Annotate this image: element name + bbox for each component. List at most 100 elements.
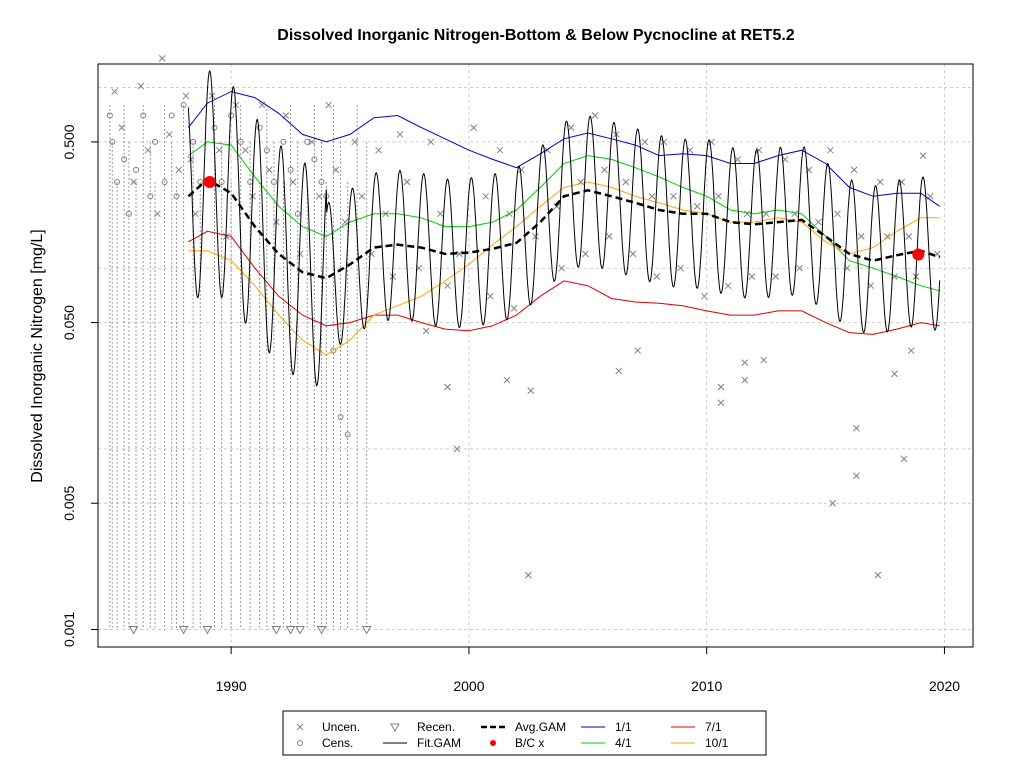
uncensored-point bbox=[315, 192, 323, 200]
uncensored-point bbox=[437, 210, 444, 218]
data-points bbox=[106, 55, 941, 635]
legend-item: Avg.GAM bbox=[481, 720, 566, 734]
censored-point bbox=[133, 166, 140, 173]
censored-point bbox=[263, 147, 270, 154]
uncensored-x-stroke bbox=[558, 264, 566, 272]
uncensored-x-stroke bbox=[289, 178, 297, 186]
uncensored-point bbox=[634, 347, 642, 354]
uncensored-x-stroke bbox=[437, 210, 444, 218]
uncensored-point bbox=[375, 146, 382, 154]
recensored-point bbox=[316, 625, 327, 635]
uncensored-point bbox=[517, 166, 525, 174]
uncensored-point bbox=[118, 124, 126, 131]
uncensored-x-stroke bbox=[715, 192, 722, 200]
uncensored-x-stroke bbox=[486, 292, 494, 300]
bc-point bbox=[203, 176, 216, 189]
uncensored-x-stroke bbox=[760, 356, 768, 364]
uncensored-x-stroke bbox=[641, 138, 649, 146]
uncensored-x-stroke bbox=[582, 250, 589, 258]
uncensored-point bbox=[755, 146, 763, 154]
uncensored-point bbox=[876, 178, 884, 186]
uncensored-point bbox=[748, 273, 756, 280]
uncensored-x-stroke bbox=[717, 383, 725, 391]
legend-triangle-icon bbox=[390, 723, 400, 733]
series-line-10-1 bbox=[188, 181, 940, 356]
uncensored-x-stroke bbox=[192, 210, 199, 218]
uncensored-point bbox=[660, 138, 668, 146]
uncensored-point bbox=[567, 124, 575, 131]
uncensored-x-stroke bbox=[634, 347, 642, 354]
uncensored-point bbox=[905, 233, 913, 240]
uncensored-x-stroke bbox=[137, 82, 145, 90]
uncensored-x-stroke bbox=[496, 146, 504, 154]
uncensored-point bbox=[265, 166, 273, 174]
uncensored-x-stroke bbox=[826, 146, 834, 154]
censored-point bbox=[168, 112, 175, 119]
uncensored-point bbox=[527, 387, 535, 394]
uncensored-point bbox=[741, 376, 749, 384]
uncensored-x-stroke bbox=[265, 166, 273, 174]
series-line-4-1 bbox=[188, 141, 940, 292]
y-tick-label: 0.050 bbox=[61, 305, 77, 340]
uncensored-point bbox=[622, 178, 630, 186]
legend-label: 1/1 bbox=[615, 720, 632, 734]
uncensored-x-stroke bbox=[724, 282, 732, 290]
uncensored-point bbox=[874, 571, 882, 579]
recensored-point bbox=[202, 625, 213, 635]
uncensored-point bbox=[165, 131, 173, 138]
uncensored-point bbox=[325, 101, 332, 109]
series-line-avg-gam bbox=[187, 177, 941, 280]
uncensored-x-stroke bbox=[144, 146, 152, 154]
uncensored-x-stroke bbox=[772, 273, 780, 280]
series-line-1-1 bbox=[188, 91, 940, 207]
x-tick-label: 2010 bbox=[691, 678, 722, 694]
legend-label: Avg.GAM bbox=[515, 720, 566, 734]
uncensored-point bbox=[605, 233, 613, 240]
uncensored-point bbox=[715, 192, 722, 200]
bc-point bbox=[912, 248, 925, 261]
uncensored-point bbox=[796, 264, 803, 272]
uncensored-x-stroke bbox=[482, 192, 489, 200]
censored-point bbox=[106, 112, 113, 119]
censored-point bbox=[140, 112, 147, 119]
uncensored-point bbox=[629, 250, 637, 258]
uncensored-x-stroke bbox=[553, 202, 561, 210]
recensored-point bbox=[295, 625, 305, 635]
uncensored-x-stroke bbox=[741, 376, 749, 384]
uncensored-point bbox=[215, 146, 223, 154]
y-tick-label: 0.001 bbox=[61, 612, 77, 647]
uncensored-point bbox=[403, 178, 411, 186]
uncensored-point bbox=[532, 233, 539, 240]
uncensored-x-stroke bbox=[933, 250, 941, 258]
uncensored-point bbox=[717, 383, 725, 391]
uncensored-x-stroke bbox=[567, 124, 575, 131]
uncensored-point bbox=[444, 282, 451, 290]
uncensored-x-stroke bbox=[900, 455, 908, 463]
uncensored-point bbox=[130, 178, 138, 186]
uncensored-point bbox=[503, 376, 511, 384]
uncensored-point bbox=[422, 327, 430, 335]
legend: Uncen. Cens. Recen. Fit.GAM Avg.GAM B/C x 1/1 4… bbox=[282, 710, 767, 756]
uncensored-point bbox=[289, 178, 297, 186]
uncensored-point bbox=[482, 192, 489, 200]
uncensored-point bbox=[396, 131, 404, 138]
uncensored-x-stroke bbox=[605, 233, 613, 240]
recensored-point bbox=[128, 625, 139, 635]
uncensored-point bbox=[111, 88, 118, 95]
y-tick-label: 0.005 bbox=[61, 486, 77, 521]
uncensored-point bbox=[815, 218, 822, 226]
uncensored-x-stroke bbox=[427, 138, 435, 146]
uncensored-x-stroke bbox=[111, 88, 118, 95]
uncensored-x-stroke bbox=[867, 282, 875, 290]
uncensored-x-stroke bbox=[325, 101, 332, 109]
legend-label: B/C x bbox=[515, 736, 544, 750]
uncensored-x-stroke bbox=[422, 327, 430, 335]
uncensored-x-stroke bbox=[165, 131, 173, 138]
uncensored-point bbox=[553, 202, 561, 210]
censored-point bbox=[337, 414, 344, 421]
uncensored-x-stroke bbox=[660, 138, 668, 146]
legend-item: 7/1 bbox=[671, 720, 722, 734]
censored-point bbox=[161, 179, 168, 186]
uncensored-x-stroke bbox=[510, 304, 518, 312]
y-axis: 0.001 0.005 0.050 0.500 bbox=[61, 124, 99, 647]
